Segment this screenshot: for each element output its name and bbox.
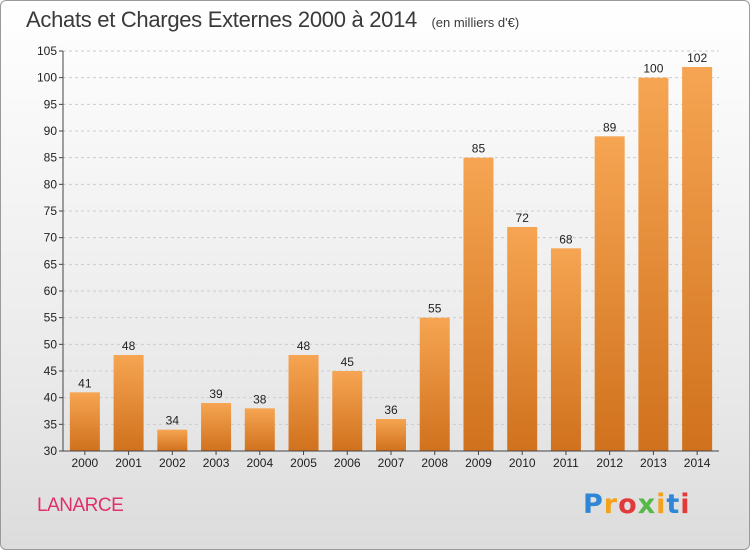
bar-2004 [244,408,275,451]
x-tick-label: 2009 [465,456,492,470]
bars [69,67,713,452]
value-label: 39 [209,387,223,401]
x-tick-label: 2004 [246,456,273,470]
value-label: 36 [384,403,398,417]
value-label: 55 [428,302,442,316]
axes [59,50,719,455]
value-label: 100 [643,62,663,76]
y-tick-label: 60 [44,284,58,298]
value-label: 41 [78,376,92,390]
proxiti-logo: Proxiti [583,489,691,520]
y-tick-label: 55 [44,311,58,325]
place-name: LANARCE [37,495,124,516]
x-tick-label: 2007 [378,456,405,470]
y-tick-label: 85 [44,151,58,165]
x-tick-label: 2014 [684,456,711,470]
value-label: 34 [166,414,180,428]
bar-2001 [113,355,144,451]
y-tick-label: 75 [44,204,58,218]
y-tick-label: 30 [44,444,58,458]
x-tick-label: 2001 [115,456,142,470]
x-tick-label: 2006 [334,456,361,470]
value-label: 45 [341,355,355,369]
value-label: 48 [297,339,311,353]
y-tick-label: 80 [44,177,58,191]
y-tick-label: 95 [44,97,58,111]
y-tick-label: 90 [44,124,58,138]
bar-2010 [507,227,538,451]
y-tick-label: 40 [44,391,58,405]
bar-2013 [638,77,669,452]
y-tick-label: 45 [44,364,58,378]
value-label: 38 [253,392,267,406]
y-tick-label: 35 [44,417,58,431]
chart-title: Achats et Charges Externes 2000 à 2014 [26,7,417,32]
bar-2007 [376,419,406,451]
chart-subtitle: (en milliers d'€) [431,15,520,30]
y-tick-label: 100 [37,71,57,85]
x-tick-label: 2008 [421,456,448,470]
bar-2012 [594,136,625,452]
value-label: 68 [559,232,573,246]
value-label: 102 [687,51,707,65]
value-label: 85 [472,142,486,156]
value-label: 48 [122,339,136,353]
x-tick-label: 2005 [290,456,317,470]
bar-2014 [682,67,713,451]
x-tick-label: 2003 [203,456,230,470]
x-tick-label: 2013 [640,456,667,470]
x-tick-label: 2012 [596,456,623,470]
value-label: 89 [603,120,617,134]
title-row: Achats et Charges Externes 2000 à 2014 (… [26,7,519,33]
bar-2002 [157,429,188,451]
x-tick-label: 2010 [509,456,536,470]
bar-2005 [288,355,319,451]
y-tick-label: 65 [44,257,58,271]
bar-2000 [69,392,100,451]
labels: 30 35 40 45 50 55 60 65 70 75 80 85 90 95 100 105 41 2000… [37,44,711,470]
x-tick-label: 2002 [159,456,186,470]
bar-2009 [463,157,494,451]
bar-2011 [550,248,581,451]
y-tick-label: 70 [44,231,58,245]
bar-2003 [201,403,232,451]
x-tick-label: 2011 [553,456,579,470]
y-tick-label: 50 [44,337,58,351]
y-tick-label: 105 [37,44,57,58]
value-label: 72 [516,211,530,225]
bar-2008 [419,317,450,451]
x-tick-label: 2000 [72,456,99,470]
bar-2006 [332,371,363,451]
